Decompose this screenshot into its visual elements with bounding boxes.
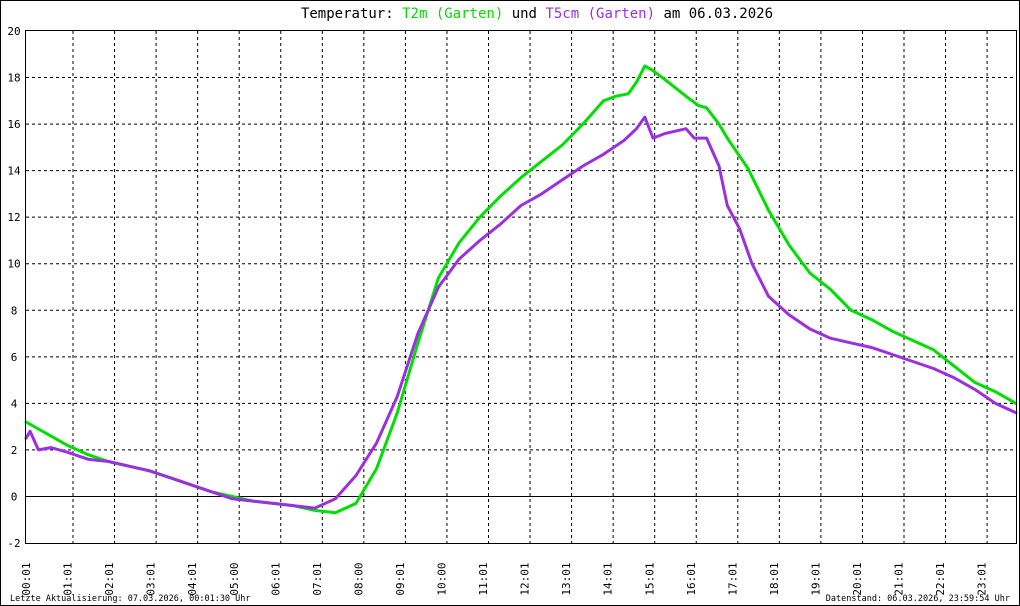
- y-tick-label: 0: [11, 490, 18, 503]
- y-tick-label: -2: [7, 537, 20, 550]
- y-tick-label: 16: [7, 118, 20, 131]
- x-tick-label: 12:01: [519, 562, 532, 595]
- x-tick-label: 05:00: [228, 562, 241, 595]
- title-suffix: am 06.03.2026: [663, 6, 773, 22]
- y-tick-label: 2: [11, 444, 18, 457]
- title-connector: und: [512, 6, 537, 22]
- series-line-t5cm: [24, 115, 1018, 510]
- title-series-2: T5cm (Garten): [545, 6, 655, 22]
- x-tick-label: 21:01: [893, 562, 906, 595]
- y-tick-label: 8: [11, 304, 18, 317]
- y-tick-label: 6: [11, 351, 18, 364]
- grid-lines: [26, 31, 1016, 543]
- y-tick-label: 4: [11, 397, 18, 410]
- x-tick-label: 06:01: [269, 562, 282, 595]
- x-tick-label: 04:01: [186, 562, 199, 595]
- x-tick-label: 14:01: [602, 562, 615, 595]
- x-tick-label: 23:01: [976, 562, 989, 595]
- x-tick-label: 07:01: [311, 562, 324, 595]
- data-series: [24, 64, 1018, 515]
- x-tick-label: 17:01: [726, 562, 739, 595]
- x-tick-label: 20:01: [851, 562, 864, 595]
- x-axis-ticks: 00:01 01:01 02:01 03:01 04:01 05:00 06:01 07:01…: [20, 562, 989, 595]
- x-tick-label: 15:01: [643, 562, 656, 595]
- x-tick-label: 22:01: [934, 562, 947, 595]
- x-tick-label: 11:01: [477, 562, 490, 595]
- x-tick-label: 13:01: [560, 562, 573, 595]
- y-tick-label: 12: [7, 211, 20, 224]
- y-tick-label: 20: [7, 25, 20, 38]
- x-tick-label: 00:01: [20, 562, 33, 595]
- title-prefix: Temperatur:: [301, 6, 394, 22]
- x-tick-label: 02:01: [103, 562, 116, 595]
- x-tick-label: 18:01: [768, 562, 781, 595]
- x-tick-label: 01:01: [62, 562, 75, 595]
- plot-frame: [25, 30, 1017, 544]
- x-tick-label: 09:01: [394, 562, 407, 595]
- x-tick-label: 19:01: [809, 562, 822, 595]
- x-tick-label: 03:01: [145, 562, 158, 595]
- x-tick-label: 16:01: [685, 562, 698, 595]
- y-axis-ticks: -2 0 2 4 6 8 10 12 14 16 18 20: [7, 25, 21, 550]
- chart-title: Temperatur: T2m (Garten) und T5cm (Garte…: [301, 6, 773, 22]
- x-tick-label: 08:00: [352, 562, 365, 595]
- footer-last-update: Letzte Aktualisierung: 07.03.2026, 00:01…: [10, 594, 251, 604]
- y-tick-label: 18: [7, 72, 20, 85]
- title-series-1: T2m (Garten): [402, 6, 503, 22]
- y-tick-label: 14: [7, 165, 21, 178]
- footer-data-status: Datenstand: 06.03.2026, 23:59:54 Uhr: [826, 594, 1010, 604]
- y-tick-label: 10: [7, 258, 20, 271]
- x-tick-label: 10:00: [436, 562, 449, 595]
